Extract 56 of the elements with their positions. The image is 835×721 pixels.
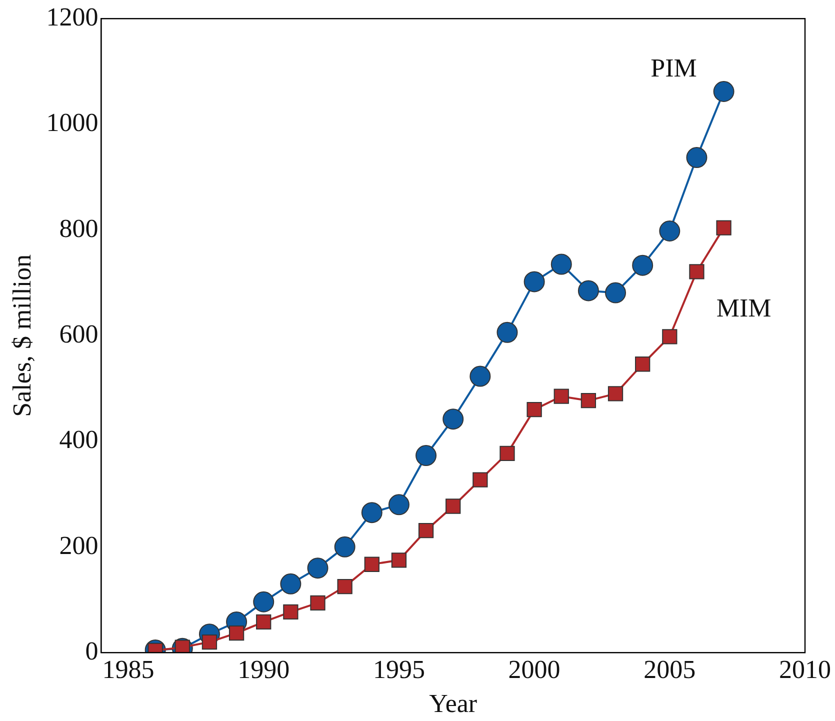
point bbox=[524, 271, 545, 292]
point bbox=[713, 81, 734, 102]
point bbox=[605, 282, 626, 304]
y-tick-label: 800 bbox=[59, 214, 98, 243]
point bbox=[526, 402, 542, 418]
y-tick-label: 600 bbox=[59, 319, 98, 348]
y-tick-label: 200 bbox=[59, 530, 98, 560]
point bbox=[470, 366, 491, 387]
y-tick-label: 1000 bbox=[46, 108, 98, 138]
point bbox=[364, 556, 380, 572]
point bbox=[310, 595, 326, 611]
point bbox=[256, 614, 272, 630]
point bbox=[202, 634, 218, 650]
point bbox=[280, 573, 302, 594]
x-tick-label: 2005 bbox=[644, 655, 696, 684]
point bbox=[337, 578, 352, 594]
point bbox=[283, 604, 298, 620]
point bbox=[716, 220, 732, 236]
x-tick-label: 1990 bbox=[238, 655, 290, 684]
point bbox=[228, 625, 244, 641]
y-tick-label: 0 bbox=[85, 636, 98, 666]
point bbox=[416, 445, 437, 466]
point bbox=[608, 386, 624, 402]
point bbox=[418, 522, 434, 538]
point bbox=[334, 536, 356, 558]
point bbox=[632, 254, 654, 276]
series-label: PIM bbox=[650, 53, 697, 82]
point bbox=[689, 264, 704, 280]
point bbox=[662, 329, 678, 344]
point bbox=[361, 502, 382, 524]
y-tick-label: 400 bbox=[59, 425, 98, 454]
point bbox=[307, 558, 328, 579]
point bbox=[472, 472, 488, 488]
x-tick-label: 2000 bbox=[508, 655, 560, 684]
series-label: MIM bbox=[716, 294, 772, 323]
x-tick-label: 2010 bbox=[779, 655, 831, 684]
point bbox=[578, 280, 599, 302]
point bbox=[388, 494, 410, 516]
point bbox=[550, 254, 572, 275]
y-tick-label: 1200 bbox=[46, 2, 98, 32]
point bbox=[442, 408, 464, 430]
point bbox=[446, 498, 461, 514]
point bbox=[580, 393, 596, 408]
point bbox=[391, 552, 407, 568]
x-tick-label: 1985 bbox=[102, 655, 154, 684]
point bbox=[496, 322, 518, 343]
point bbox=[686, 147, 708, 168]
point bbox=[635, 356, 650, 372]
y-axis-title: Sales, $ million bbox=[7, 254, 36, 417]
point bbox=[253, 591, 274, 612]
point bbox=[659, 220, 680, 242]
x-axis-title: Year bbox=[429, 689, 478, 718]
point bbox=[174, 640, 190, 653]
point bbox=[500, 446, 515, 461]
point bbox=[554, 388, 569, 404]
x-tick-label: 1995 bbox=[372, 655, 425, 684]
